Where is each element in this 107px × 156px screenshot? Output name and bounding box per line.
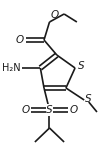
Text: S: S: [85, 94, 92, 104]
Text: S: S: [46, 105, 53, 115]
Text: H₂N: H₂N: [2, 63, 20, 73]
Text: O: O: [70, 105, 78, 115]
Text: O: O: [50, 10, 59, 20]
Text: S: S: [78, 61, 84, 71]
Text: O: O: [21, 105, 29, 115]
Text: O: O: [16, 35, 24, 45]
